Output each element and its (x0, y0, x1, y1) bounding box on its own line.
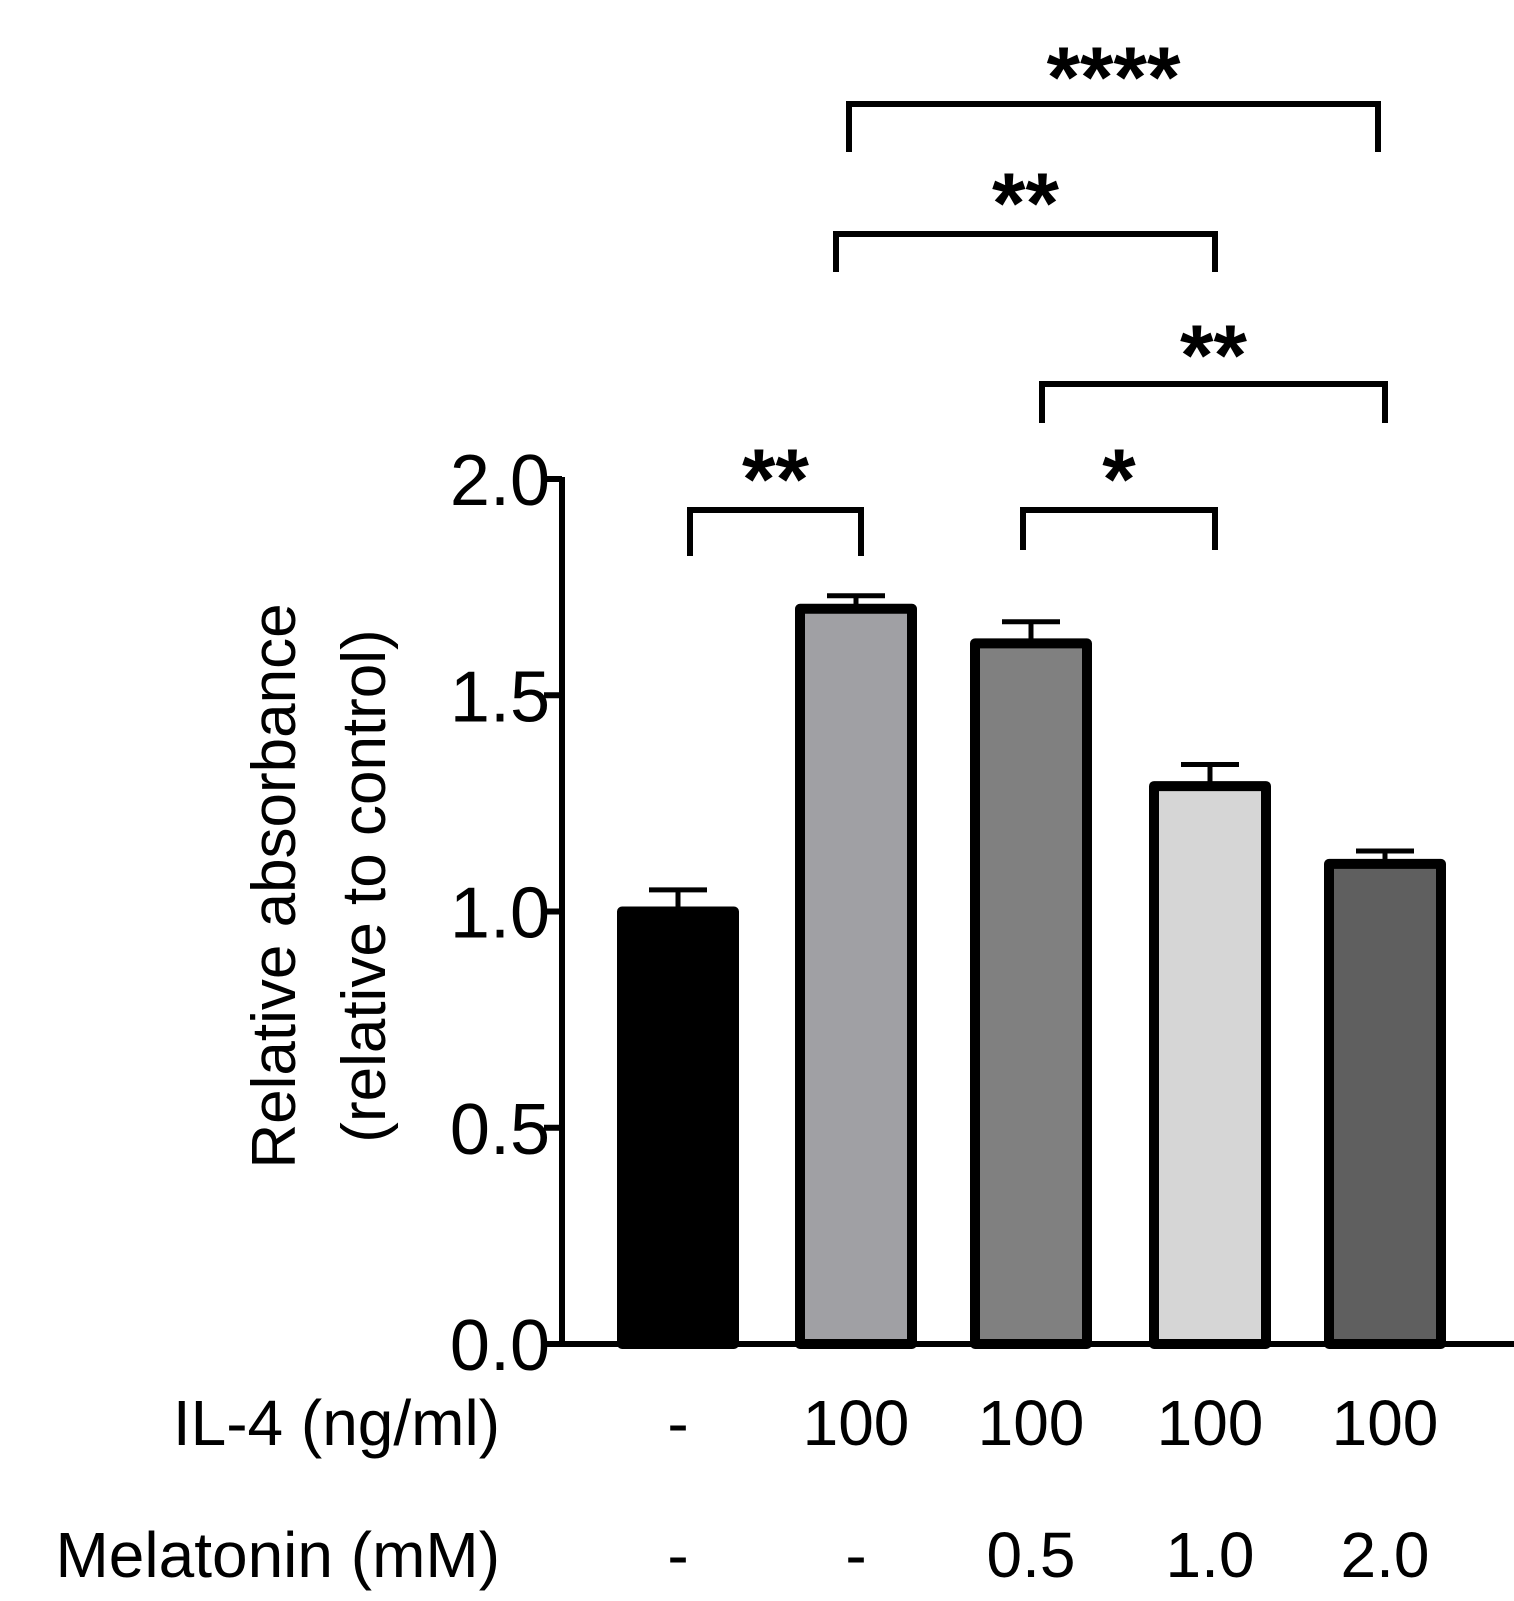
il4-value: 100 (1157, 1387, 1264, 1459)
significance-bracket (687, 507, 864, 556)
y-tick-label: 0.0 (450, 1306, 550, 1386)
significance-bracket (833, 231, 1218, 272)
melatonin-condition-label: Melatonin (mM) (55, 1519, 500, 1591)
bar (970, 638, 1092, 1349)
bar (1324, 858, 1446, 1349)
bars (617, 603, 1446, 1349)
y-axis-label-line1: Relative absorbance (240, 603, 309, 1168)
y-axis-label-line2: (relative to control) (330, 629, 399, 1142)
axes: 0.0 0.5 1.0 1.5 2.0 (450, 441, 1514, 1386)
il4-condition-label: IL-4 (ng/ml) (173, 1387, 500, 1459)
il4-value: 100 (978, 1387, 1085, 1459)
significance-bracket (1020, 507, 1218, 550)
melatonin-value: - (667, 1519, 688, 1591)
il4-value: 100 (803, 1387, 910, 1459)
melatonin-value: 0.5 (987, 1519, 1076, 1591)
melatonin-value: 1.0 (1166, 1519, 1255, 1591)
significance-stars: ** (1180, 308, 1247, 404)
condition-values: - 100 100 100 100 - - 0.5 1.0 2.0 (667, 1387, 1438, 1591)
significance-stars: **** (1047, 30, 1181, 126)
significance-stars: ** (992, 156, 1059, 252)
il4-value: 100 (1332, 1387, 1439, 1459)
melatonin-value: - (845, 1519, 866, 1591)
y-tick-label: 1.0 (450, 874, 550, 954)
bar (1149, 781, 1271, 1349)
bar (795, 603, 917, 1349)
y-tick-label: 0.5 (450, 1090, 550, 1170)
significance-bracket (846, 101, 1381, 152)
significance-stars: ** (742, 432, 809, 528)
y-tick-label: 1.5 (450, 657, 550, 737)
melatonin-value: 2.0 (1341, 1519, 1430, 1591)
significance-brackets: ** ********* (687, 30, 1388, 556)
y-tick-label: 2.0 (450, 441, 550, 521)
error-bars (649, 593, 1414, 912)
significance-bracket (1039, 381, 1388, 423)
bar (617, 906, 739, 1349)
il4-value: - (667, 1387, 688, 1459)
significance-stars: * (1102, 432, 1136, 528)
